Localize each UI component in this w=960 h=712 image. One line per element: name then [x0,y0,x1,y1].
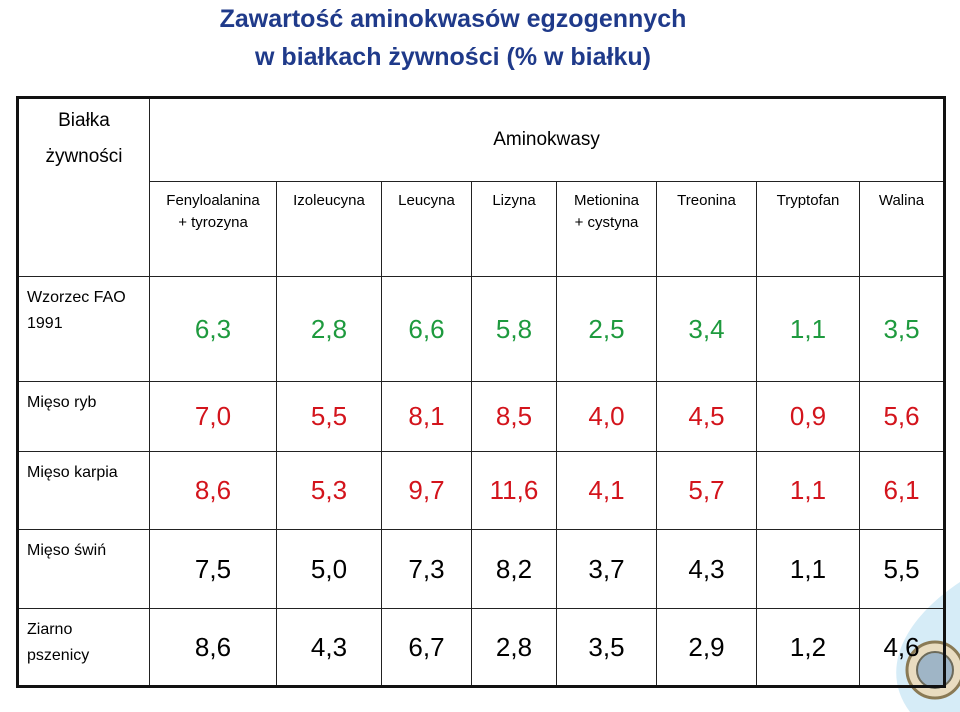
row-label: Mięso karpia [17,451,150,530]
value-cell: 4,3 [276,608,382,687]
title-line: w białkach żywności (% w białku) [255,43,651,71]
value-cell: 2,5 [556,276,657,382]
value-cell: 6,6 [381,276,472,382]
title: Zawartość aminokwasów egzogennych w biał… [0,0,906,76]
value-cell: 1,1 [756,276,860,382]
column-header: Treonina [656,181,757,277]
table: Białka żywności Aminokwasy Fenyloalanina +… [16,96,947,688]
value-cell: 4,5 [656,381,757,452]
value-cell: 5,7 [656,451,757,530]
value-cell: 5,5 [276,381,382,452]
data-row: Mięso świń 7,5 5,0 7,3 8,2 3,7 4,3 1,1 5,5 [17,529,946,609]
value-cell: 3,5 [858,276,946,382]
value-cell: 4,0 [556,381,657,452]
corner-cell: Białka żywności [17,97,150,277]
value-cell: 1,1 [756,529,860,609]
column-header: Tryptofan [756,181,860,277]
value-cell: 4,1 [556,451,657,530]
value-cell: 6,3 [149,276,277,382]
value-cell: 5,0 [276,529,382,609]
row-label: Ziarno pszenicy [17,608,150,687]
value-cell: 3,4 [656,276,757,382]
value-cell: 4,6 [858,608,946,687]
data-row: Ziarno pszenicy 8,6 4,3 6,7 2,8 3,5 2,9 1,2 4,6 [17,608,946,687]
row-label: Mięso świń [17,529,150,609]
column-header: Metionina + cystyna [556,181,657,277]
column-header: Leucyna [381,181,472,277]
value-cell: 8,1 [381,381,472,452]
row-label: Mięso ryb [17,381,150,452]
value-cell: 2,8 [276,276,382,382]
value-cell: 6,1 [858,451,946,530]
value-cell: 9,7 [381,451,472,530]
value-cell: 11,6 [471,451,557,530]
title-line: Zawartość aminokwasów egzogennych [219,5,687,33]
value-cell: 0,9 [756,381,860,452]
data-row: Mięso ryb 7,0 5,5 8,1 8,5 4,0 4,5 0,9 5,6 [17,381,946,452]
header-row: Białka żywności Aminokwasy [17,97,946,277]
data-row: Mięso karpia 8,6 5,3 9,7 11,6 4,1 5,7 1,1 6,1 [17,451,946,530]
value-cell: 7,5 [149,529,277,609]
row-label: Wzorzec FAO 1991 [17,276,150,382]
value-cell: 5,6 [858,381,946,452]
value-cell: 1,1 [756,451,860,530]
value-cell: 7,3 [381,529,472,609]
value-cell: 8,6 [149,451,277,530]
value-cell: 5,5 [858,529,946,609]
column-header: Lizyna [471,181,557,277]
column-header: Izoleucyna [276,181,382,277]
column-header: Walina [858,181,946,277]
value-cell: 6,7 [381,608,472,687]
group-header: Aminokwasy [148,97,946,182]
value-cell: 2,8 [471,608,557,687]
value-cell: 3,7 [556,529,657,609]
value-cell: 5,8 [471,276,557,382]
value-cell: 1,2 [756,608,860,687]
value-cell: 8,5 [471,381,557,452]
value-cell: 2,9 [656,608,757,687]
column-header: Fenyloalanina + tyrozyna [149,181,277,277]
value-cell: 3,5 [556,608,657,687]
value-cell: 8,6 [149,608,277,687]
value-cell: 5,3 [276,451,382,530]
value-cell: 8,2 [471,529,557,609]
value-cell: 7,0 [149,381,277,452]
data-row: Wzorzec FAO 1991 6,3 2,8 6,6 5,8 2,5 3,4 1,1 3,5 [17,276,946,382]
value-cell: 4,3 [656,529,757,609]
column-header-row: Fenyloalanina + tyrozyna Izoleucyna Leucyn… [18,181,946,277]
